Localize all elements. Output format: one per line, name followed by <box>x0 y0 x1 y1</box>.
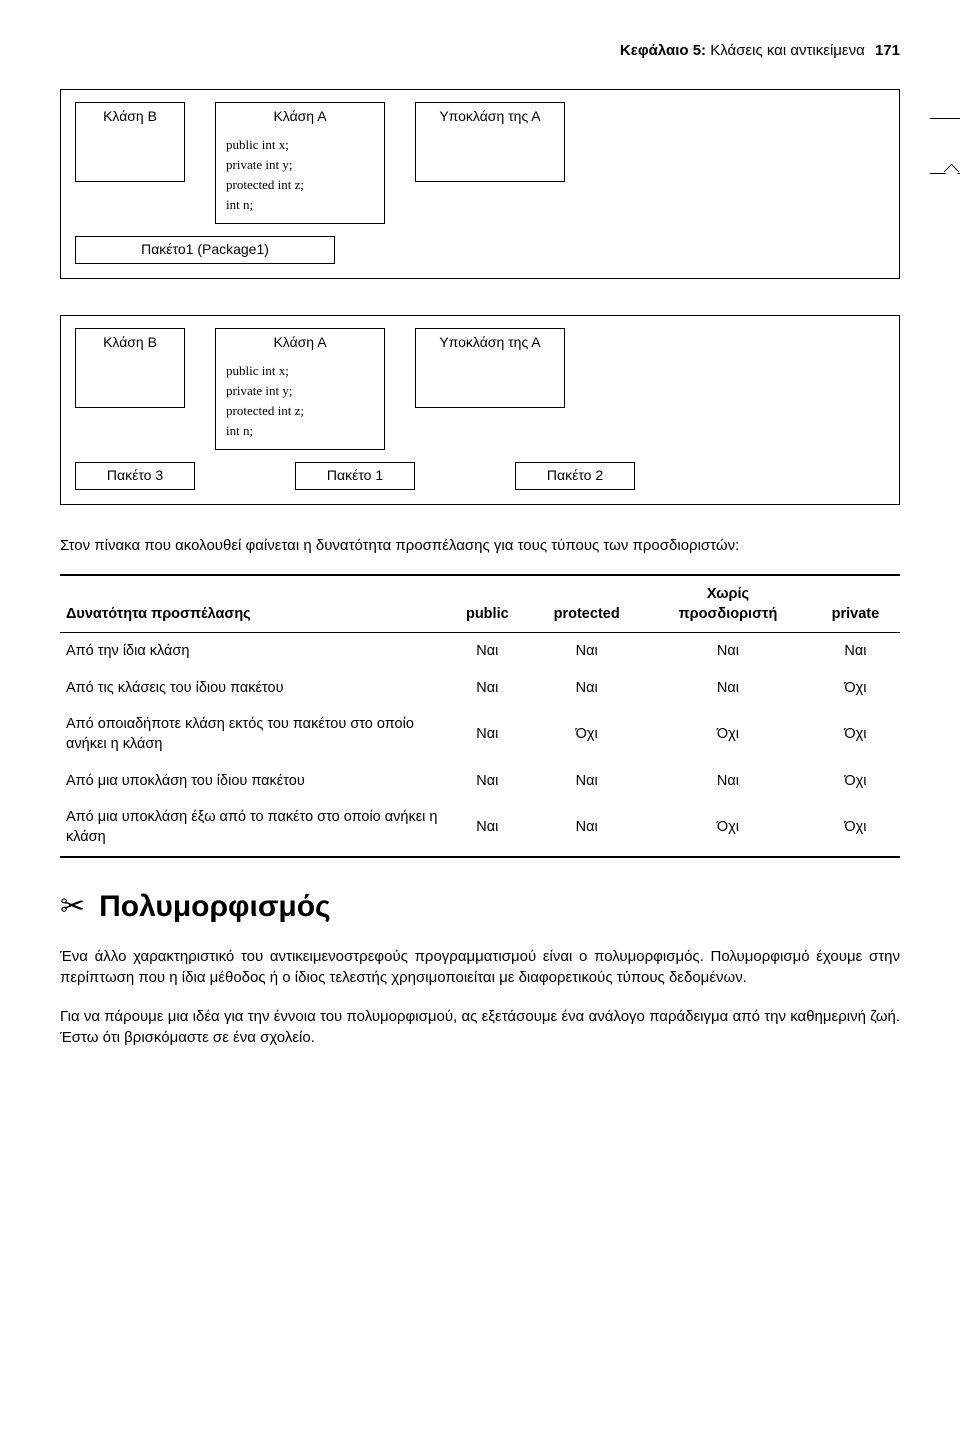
class-a-members-2: public int x; private int y; protected i… <box>216 357 384 450</box>
row-label: Από μια υποκλάση έξω από το πακέτο στο ο… <box>60 799 446 857</box>
cell: Ναι <box>528 633 645 670</box>
arrow-noaccess-icon <box>930 169 960 179</box>
subclass-a-title-2: Υποκλάση της Α <box>416 329 564 357</box>
page-number: 171 <box>875 42 900 59</box>
cell: Ναι <box>645 633 811 670</box>
intro-paragraph: Στον πίνακα που ακολουθεί φαίνεται η δυν… <box>60 535 900 556</box>
cell: Όχι <box>811 706 900 763</box>
class-b-title: Κλάση Β <box>76 103 184 131</box>
cell: Όχι <box>528 706 645 763</box>
class-b-box-2: Κλάση Β <box>75 328 185 408</box>
section-heading: ✂ Πολυμορφισμός <box>60 886 900 928</box>
cell: Ναι <box>446 763 528 799</box>
class-a-members: public int x; private int y; protected i… <box>216 131 384 224</box>
cell: Ναι <box>446 706 528 763</box>
page-header: Κεφάλαιο 5: Κλάσεις και αντικείμενα 171 <box>60 40 900 61</box>
table-row: Από μια υποκλάση έξω από το πακέτο στο ο… <box>60 799 900 857</box>
package1-label-2: Πακέτο 1 <box>295 462 415 490</box>
table-row: Από μια υποκλάση του ίδιου πακέτου Ναι Ν… <box>60 763 900 799</box>
subclass-a-box: Υποκλάση της Α <box>415 102 565 182</box>
body-paragraph-1: Ένα άλλο χαρακτηριστικό του αντικειμενοσ… <box>60 946 900 988</box>
diagram-legend: δυνατότητα προσπέλασης μη δυνατότητα προ… <box>930 99 960 209</box>
class-a-title-2: Κλάση Α <box>216 329 384 357</box>
package2-label: Πακέτο 2 <box>515 462 635 490</box>
access-table: Δυνατότητα προσπέλασης public protected … <box>60 574 900 858</box>
class-a-title: Κλάση Α <box>216 103 384 131</box>
class-a-box-2: Κλάση Α public int x; private int y; pro… <box>215 328 385 450</box>
member-line: int n; <box>226 195 374 215</box>
row-label: Από οποιαδήποτε κλάση εκτός του πακέτου … <box>60 706 446 763</box>
package1-label: Πακέτο1 (Package1) <box>75 236 335 264</box>
section-title: Πολυμορφισμός <box>99 886 331 928</box>
cell: Ναι <box>528 799 645 857</box>
cell: Ναι <box>446 670 528 706</box>
cell: Ναι <box>645 763 811 799</box>
class-a-box: Κλάση Α public int x; private int y; pro… <box>215 102 385 224</box>
th-access: Δυνατότητα προσπέλασης <box>60 575 446 633</box>
scissors-icon: ✂ <box>60 886 85 928</box>
diagram-2: Κλάση Β Κλάση Α public int x; private in… <box>60 315 900 505</box>
cell: Ναι <box>645 670 811 706</box>
cell: Όχι <box>645 706 811 763</box>
cell: Όχι <box>811 799 900 857</box>
chapter-label: Κεφάλαιο 5: Κλάσεις και αντικείμενα <box>620 42 865 59</box>
member-line: protected int z; <box>226 175 374 195</box>
member-line: public int x; <box>226 361 374 381</box>
arrow-access-icon <box>930 114 960 124</box>
member-line: private int y; <box>226 381 374 401</box>
cell: Ναι <box>446 799 528 857</box>
table-header-row: Δυνατότητα προσπέλασης public protected … <box>60 575 900 633</box>
diagram-1: Κλάση Β Κλάση Α public int x; private in… <box>60 89 900 279</box>
member-line: int n; <box>226 421 374 441</box>
th-private: private <box>811 575 900 633</box>
table-row: Από την ίδια κλάση Ναι Ναι Ναι Ναι <box>60 633 900 670</box>
class-b-box: Κλάση Β <box>75 102 185 182</box>
row-label: Από τις κλάσεις του ίδιου πακέτου <box>60 670 446 706</box>
body-paragraph-2: Για να πάρουμε μια ιδέα για την έννοια τ… <box>60 1006 900 1048</box>
th-protected: protected <box>528 575 645 633</box>
cell: Όχι <box>811 670 900 706</box>
subclass-a-title: Υποκλάση της Α <box>416 103 564 131</box>
cell: Ναι <box>446 633 528 670</box>
member-line: protected int z; <box>226 401 374 421</box>
row-label: Από μια υποκλάση του ίδιου πακέτου <box>60 763 446 799</box>
cell: Ναι <box>528 763 645 799</box>
row-label: Από την ίδια κλάση <box>60 633 446 670</box>
cell: Όχι <box>645 799 811 857</box>
class-b-title-2: Κλάση Β <box>76 329 184 357</box>
member-line: private int y; <box>226 155 374 175</box>
cell: Ναι <box>811 633 900 670</box>
member-line: public int x; <box>226 135 374 155</box>
cell: Ναι <box>528 670 645 706</box>
subclass-a-box-2: Υποκλάση της Α <box>415 328 565 408</box>
th-default: Χωρίς προσδιοριστή <box>645 575 811 633</box>
package3-label: Πακέτο 3 <box>75 462 195 490</box>
cell: Όχι <box>811 763 900 799</box>
table-row: Από τις κλάσεις του ίδιου πακέτου Ναι Να… <box>60 670 900 706</box>
table-row: Από οποιαδήποτε κλάση εκτός του πακέτου … <box>60 706 900 763</box>
th-public: public <box>446 575 528 633</box>
